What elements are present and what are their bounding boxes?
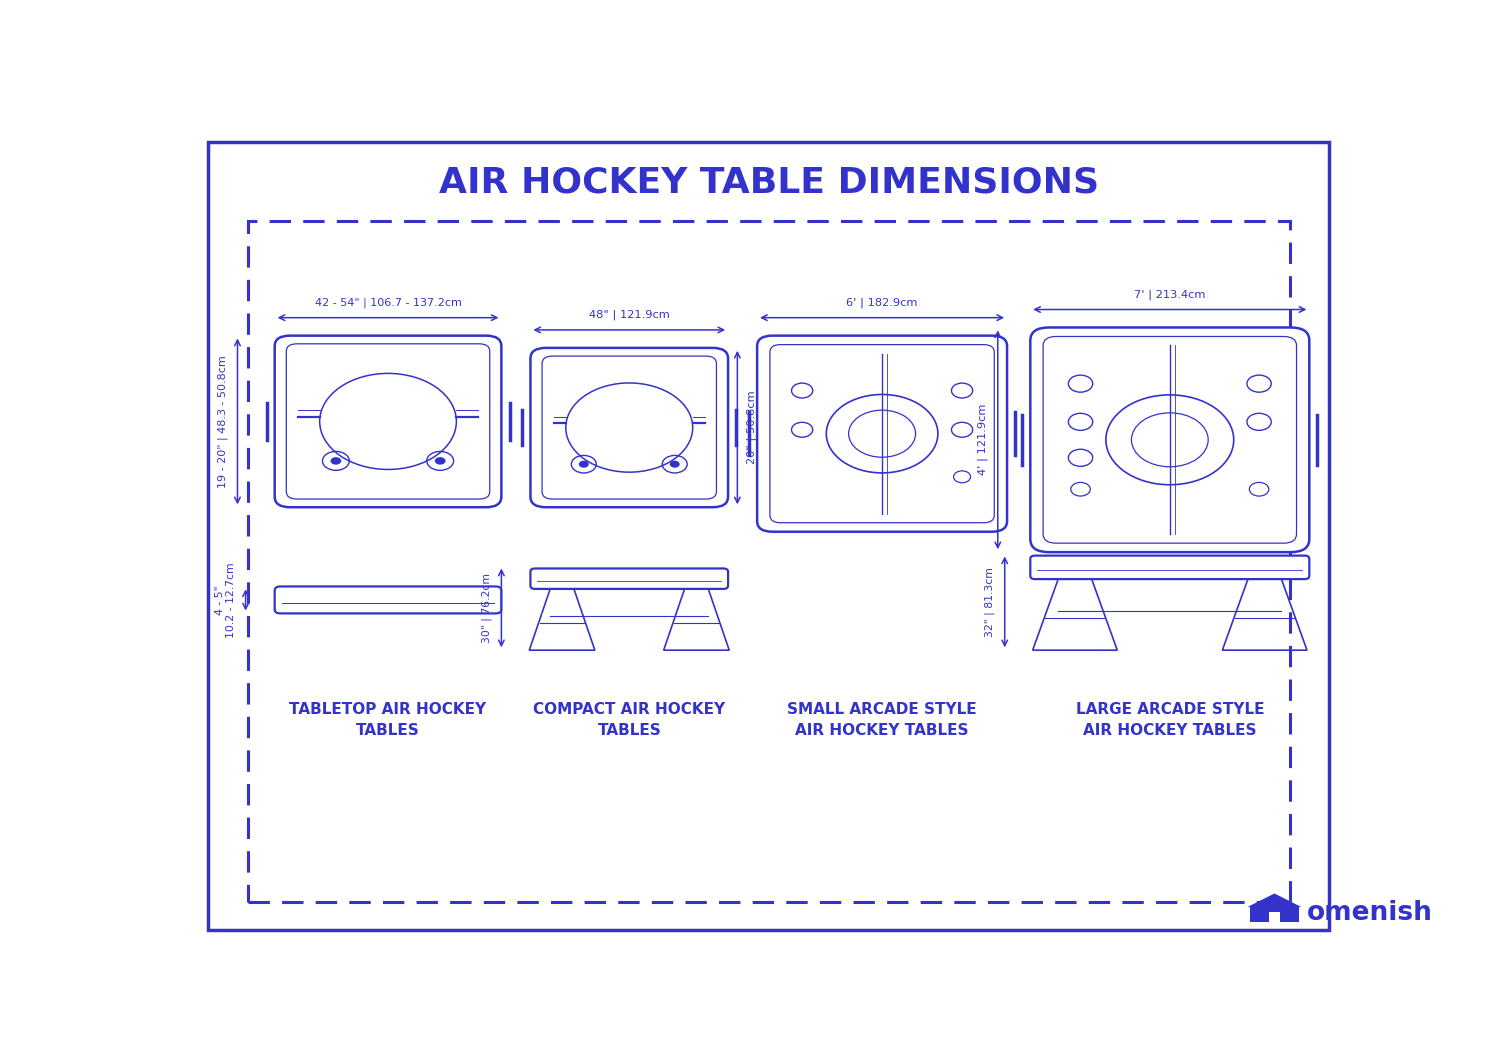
Circle shape [669,460,680,468]
Text: omenish: omenish [1306,900,1432,926]
Text: 7' | 213.4cm: 7' | 213.4cm [1134,290,1206,299]
Text: 42 - 54" | 106.7 - 137.2cm: 42 - 54" | 106.7 - 137.2cm [315,297,462,308]
FancyBboxPatch shape [1042,336,1296,543]
Text: TABLETOP AIR HOCKEY
TABLES: TABLETOP AIR HOCKEY TABLES [290,701,486,737]
Text: 20" | 50.8cm: 20" | 50.8cm [747,390,758,465]
Text: AIR HOCKEY TABLE DIMENSIONS: AIR HOCKEY TABLE DIMENSIONS [438,166,1100,199]
Text: COMPACT AIR HOCKEY
TABLES: COMPACT AIR HOCKEY TABLES [532,701,726,737]
Text: SMALL ARCADE STYLE
AIR HOCKEY TABLES: SMALL ARCADE STYLE AIR HOCKEY TABLES [786,701,976,737]
Text: 32" | 81.3cm: 32" | 81.3cm [986,567,996,637]
Text: 19 - 20" | 48.3 - 50.8cm: 19 - 20" | 48.3 - 50.8cm [217,355,228,488]
FancyBboxPatch shape [531,569,728,589]
FancyBboxPatch shape [286,344,489,499]
Circle shape [330,457,342,465]
Text: 30" | 76.2cm: 30" | 76.2cm [482,573,492,643]
FancyBboxPatch shape [209,142,1329,929]
FancyBboxPatch shape [1030,556,1310,579]
Text: 4' | 121.9cm: 4' | 121.9cm [978,404,988,475]
FancyBboxPatch shape [531,348,728,507]
Text: LARGE ARCADE STYLE
AIR HOCKEY TABLES: LARGE ARCADE STYLE AIR HOCKEY TABLES [1076,701,1264,737]
FancyBboxPatch shape [542,356,717,499]
Text: 6' | 182.9cm: 6' | 182.9cm [846,297,918,308]
Polygon shape [1248,893,1302,907]
Text: 4 - 5"
10.2 - 12.7cm: 4 - 5" 10.2 - 12.7cm [214,562,237,638]
FancyBboxPatch shape [758,335,1006,532]
FancyBboxPatch shape [1250,906,1299,922]
FancyBboxPatch shape [1269,912,1280,922]
Text: 48" | 121.9cm: 48" | 121.9cm [590,310,669,320]
FancyBboxPatch shape [1030,328,1310,552]
FancyBboxPatch shape [770,345,994,523]
Circle shape [435,457,445,465]
FancyBboxPatch shape [274,587,501,613]
Circle shape [579,460,590,468]
FancyBboxPatch shape [274,335,501,507]
